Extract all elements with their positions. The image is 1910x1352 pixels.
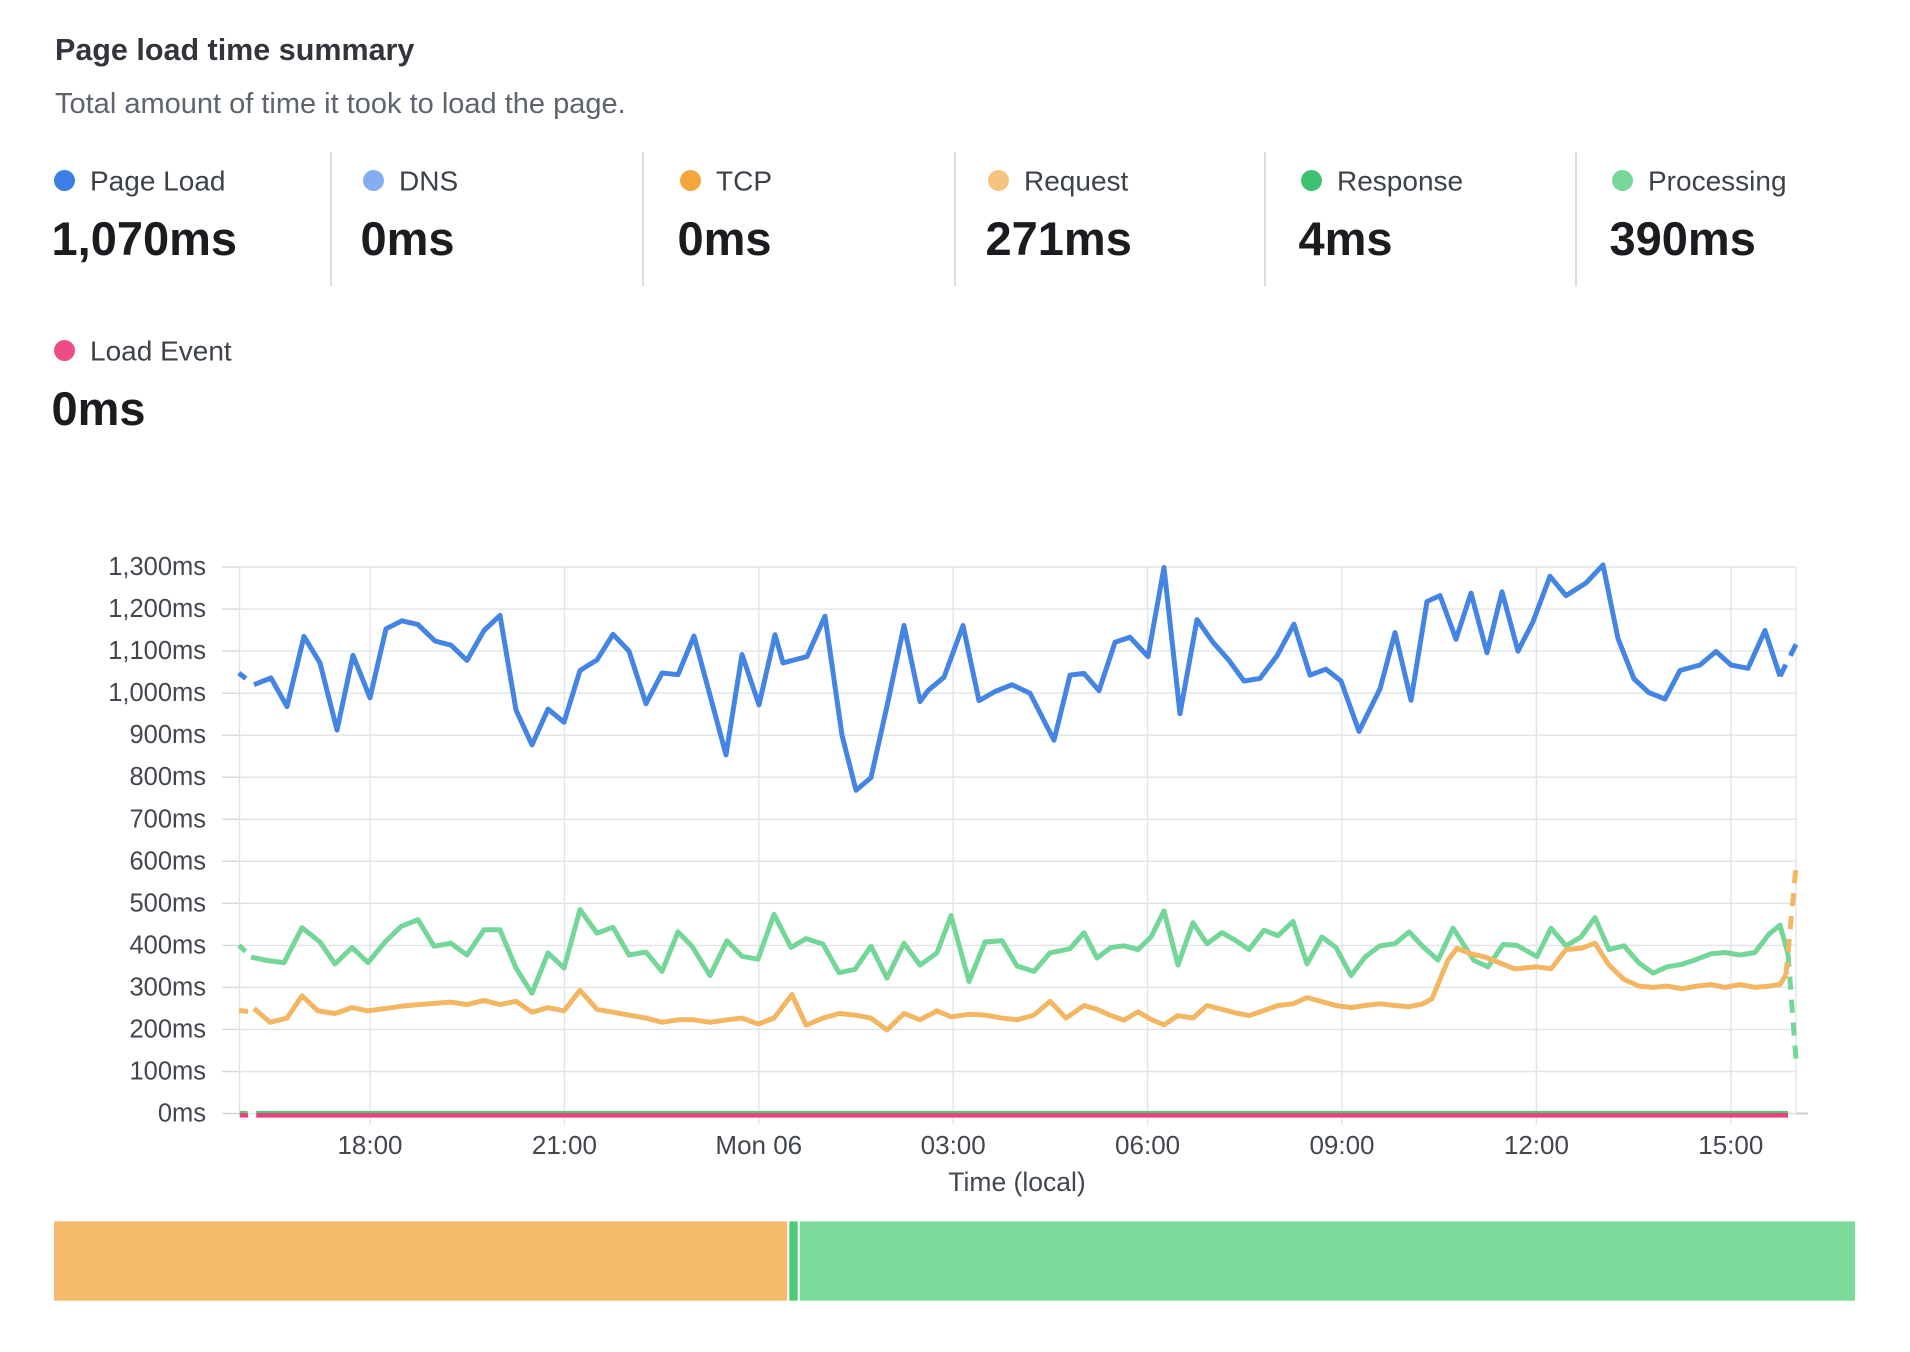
- svg-text:Page load time summary: Page load time summary: [55, 33, 414, 67]
- svg-text:1,070ms: 1,070ms: [52, 212, 238, 265]
- svg-text:DNS: DNS: [399, 166, 458, 197]
- svg-text:1,200ms: 1,200ms: [108, 595, 206, 623]
- svg-text:1,100ms: 1,100ms: [108, 637, 206, 665]
- svg-text:06:00: 06:00: [1115, 1130, 1180, 1160]
- svg-text:400ms: 400ms: [129, 931, 206, 959]
- svg-text:Page Load: Page Load: [90, 166, 225, 197]
- svg-text:Total amount of time it took t: Total amount of time it took to load the…: [55, 88, 626, 120]
- svg-text:500ms: 500ms: [129, 889, 206, 917]
- svg-text:1,300ms: 1,300ms: [108, 553, 206, 581]
- svg-text:Mon 06: Mon 06: [715, 1130, 802, 1160]
- svg-text:Time (local): Time (local): [948, 1167, 1085, 1197]
- svg-text:15:00: 15:00: [1698, 1130, 1763, 1160]
- svg-text:12:00: 12:00: [1504, 1130, 1569, 1160]
- svg-text:TCP: TCP: [716, 166, 772, 197]
- svg-text:4ms: 4ms: [1299, 212, 1393, 265]
- svg-text:900ms: 900ms: [129, 721, 206, 749]
- svg-text:Request: Request: [1024, 166, 1129, 197]
- svg-text:300ms: 300ms: [129, 973, 206, 1001]
- svg-text:09:00: 09:00: [1309, 1130, 1374, 1160]
- svg-text:0ms: 0ms: [678, 212, 772, 265]
- svg-text:200ms: 200ms: [129, 1015, 206, 1043]
- svg-text:0ms: 0ms: [361, 212, 455, 265]
- svg-text:21:00: 21:00: [532, 1130, 597, 1160]
- svg-text:0ms: 0ms: [158, 1100, 206, 1128]
- svg-text:1,000ms: 1,000ms: [108, 679, 206, 707]
- svg-text:18:00: 18:00: [337, 1130, 402, 1160]
- svg-text:700ms: 700ms: [129, 805, 206, 833]
- svg-text:0ms: 0ms: [52, 382, 146, 435]
- svg-text:03:00: 03:00: [921, 1130, 986, 1160]
- svg-text:100ms: 100ms: [129, 1058, 206, 1086]
- svg-text:Load Event: Load Event: [90, 336, 232, 367]
- svg-text:Processing: Processing: [1648, 166, 1787, 197]
- svg-text:271ms: 271ms: [986, 212, 1132, 265]
- svg-text:600ms: 600ms: [129, 847, 206, 875]
- svg-text:390ms: 390ms: [1610, 212, 1756, 265]
- svg-text:Response: Response: [1337, 166, 1463, 197]
- svg-text:800ms: 800ms: [129, 763, 206, 791]
